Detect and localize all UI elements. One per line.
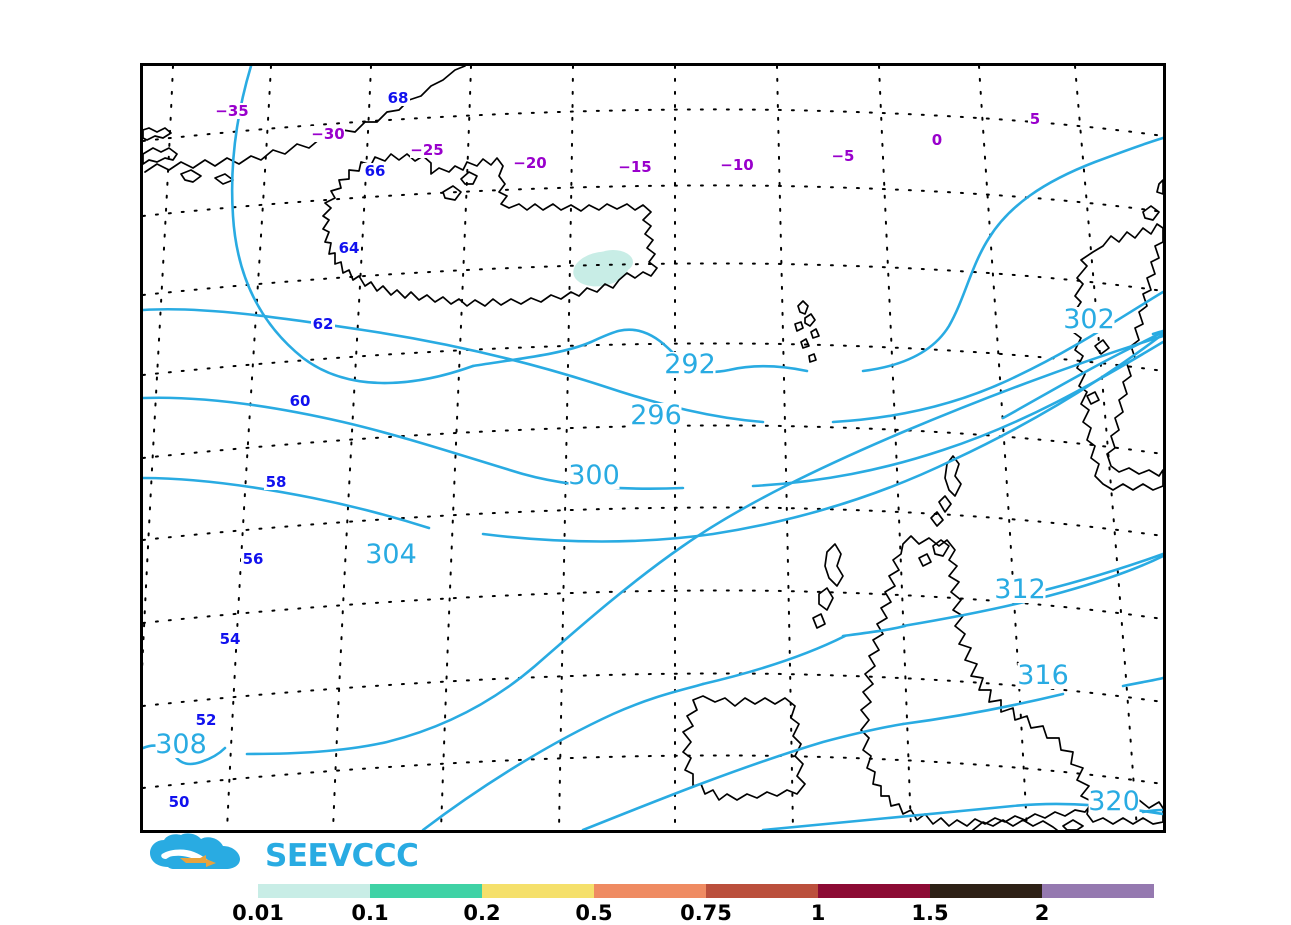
- map-panel: 68 66 64 62 60 58 56 54 52 50 −35 −30 −25 −20 −15 −10−…: [140, 63, 1166, 833]
- graticule-label-halo: [288, 393, 312, 409]
- colorbar-tick: 1.5: [911, 901, 949, 925]
- contour-label-halo: [994, 577, 1046, 603]
- graticule-label-halo: [264, 474, 288, 490]
- contour-label: 300: [568, 460, 620, 491]
- dust-load-shading: [573, 250, 633, 287]
- graticule-label-halo: [311, 316, 335, 332]
- colorbar-strip: [258, 884, 1154, 898]
- graticule-label-halo: [363, 163, 387, 179]
- longitude-label: −20: [513, 154, 546, 172]
- colorbar-segment: [258, 884, 370, 898]
- graticule-label-halo: [311, 126, 345, 142]
- contour-label-halo: [1063, 307, 1115, 333]
- contour-label-halo: [630, 403, 682, 429]
- latitude-label: 60: [290, 392, 311, 410]
- geopotential-contours: [143, 66, 1163, 830]
- colorbar-tick: 1: [810, 901, 826, 925]
- colorbar-segment: [482, 884, 594, 898]
- contour-label: 304: [365, 539, 417, 570]
- seevccc-logo-text: SEEVCCC: [265, 838, 419, 874]
- colorbar-tick-labels: 0.01 0.1 0.2 0.5 0.75 1 1.5 2: [214, 901, 1154, 925]
- latitude-label: 62: [313, 315, 334, 333]
- longitude-label: −30: [311, 125, 344, 143]
- colorbar-segment: [594, 884, 706, 898]
- latitude-label: 52: [196, 711, 217, 729]
- latitude-label: 68: [388, 89, 409, 107]
- graticule-label-halo: [410, 142, 444, 158]
- contour-label-halo: [664, 352, 716, 378]
- contour-label: 292: [664, 349, 716, 380]
- longitude-label: 0: [932, 131, 942, 149]
- graticule-label-halo: [194, 712, 218, 728]
- graticule-label-halo: [215, 103, 249, 119]
- graticule-label-halo: [386, 90, 410, 106]
- cloud-arrow-icon: [150, 833, 240, 869]
- contour-label: 312: [994, 574, 1046, 605]
- latitude-label: 54: [220, 630, 241, 648]
- latitude-label: 58: [266, 473, 287, 491]
- latitude-label: 56: [243, 550, 264, 568]
- graticule-label-halo: [930, 132, 944, 148]
- longitude-labels: −35 −30 −25 −20 −15 −10 −5 0 5: [215, 102, 1042, 176]
- graticule-label-halo: [218, 631, 242, 647]
- colorbar-segment: [818, 884, 930, 898]
- colorbar-segment: [370, 884, 482, 898]
- contour-label: 320: [1088, 786, 1140, 817]
- graticule-parallels: [143, 108, 1163, 789]
- longitude-label: −5: [831, 147, 854, 165]
- colorbar-segment: [706, 884, 818, 898]
- colorbar-segment: [1042, 884, 1154, 898]
- contour-label-halo: [1017, 663, 1069, 689]
- longitude-label: −15: [618, 158, 651, 176]
- graticule-label-halo: [1028, 111, 1042, 127]
- graticule-label-halo: [337, 240, 361, 256]
- coastlines: [143, 66, 1163, 830]
- contour-label: 316: [1017, 660, 1069, 691]
- colorbar-tick: 0.75: [680, 901, 732, 925]
- contour-label-halo: [1088, 789, 1140, 815]
- contour-label: 308: [155, 729, 207, 760]
- contour-label: 302: [1063, 304, 1115, 335]
- graticule-label-halo: [618, 159, 652, 175]
- longitude-label: −25: [410, 141, 443, 159]
- colorbar-segment: [930, 884, 1042, 898]
- colorbar: 0.01 0.1 0.2 0.5 0.75 1 1.5 2: [214, 884, 1154, 925]
- seevccc-logo: [146, 833, 361, 879]
- contour-label-halo: [568, 463, 620, 489]
- longitude-label: 5: [1030, 110, 1040, 128]
- contour-label-halo: [155, 732, 207, 758]
- colorbar-tick: 0.01: [232, 901, 284, 925]
- graticule-label-halo: [167, 794, 191, 810]
- colorbar-tick: 2: [1034, 901, 1050, 925]
- latitude-label: 66: [365, 162, 386, 180]
- longitude-label: −10: [720, 156, 753, 174]
- contour-label-halo: [365, 542, 417, 568]
- latitude-label: 50: [169, 793, 190, 811]
- latitude-label: 64: [339, 239, 360, 257]
- graticule-label-halo: [513, 155, 547, 171]
- contour-label: 296: [630, 400, 682, 431]
- colorbar-tick: 0.2: [463, 901, 501, 925]
- colorbar-tick: 0.5: [575, 901, 613, 925]
- contour-value-labels: 292 296 300 302 304 308 312 316 320: [155, 304, 1140, 817]
- graticule-label-halo: [720, 157, 754, 173]
- latitude-labels: 68 66 64 62 60 58 56 54 52 50: [167, 89, 410, 811]
- longitude-label: −35: [215, 102, 248, 120]
- graticule-label-halo: [241, 551, 265, 567]
- graticule-meridians: [143, 66, 1138, 830]
- graticule-label-halo: [831, 148, 855, 164]
- colorbar-tick: 0.1: [351, 901, 389, 925]
